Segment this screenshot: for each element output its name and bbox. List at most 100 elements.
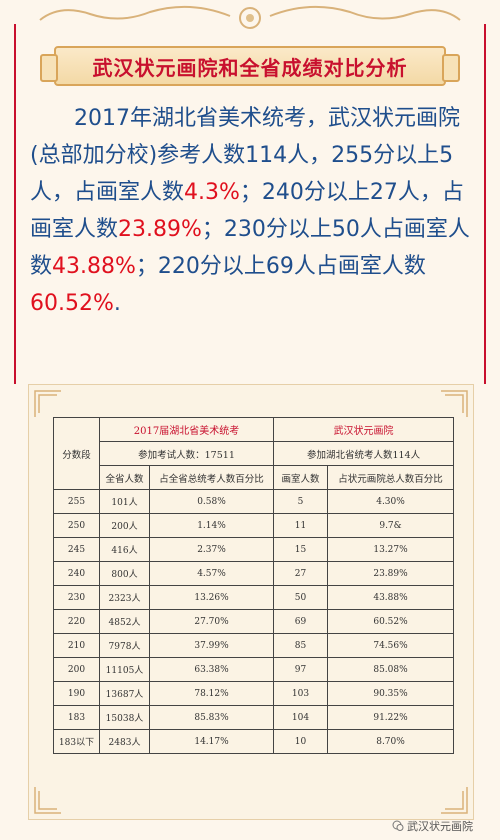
table-cell: 27 [273, 561, 329, 586]
table-cell: 13.26% [148, 585, 275, 610]
corner-ornament-bl [34, 787, 61, 814]
table-cell: 4.30% [327, 489, 455, 514]
frame-right-line [484, 24, 486, 384]
table-cell: 101人 [99, 489, 150, 514]
segment-header: 分数段 [53, 417, 100, 490]
table-cell: 1.14% [148, 513, 275, 538]
table-cell: 4852人 [99, 609, 150, 634]
table-cell: 85 [273, 633, 329, 658]
table-cell: 15038人 [99, 705, 150, 730]
table-row: 183 15038人 85.83% 104 91.22% [53, 705, 455, 730]
table-cell: 230 [53, 585, 100, 610]
province-group-header: 2017届湖北省美术统考 [98, 417, 275, 442]
table-cell: 10 [273, 729, 329, 754]
table-cell: 245 [53, 537, 100, 562]
table-row: 245 416人 2.37% 15 13.27% [53, 537, 455, 562]
table-cell: 97 [273, 657, 329, 682]
table-cell: 69 [273, 609, 329, 634]
table-cell: 5 [273, 489, 329, 514]
table-cell: 2323人 [99, 585, 150, 610]
summary-paragraph: 2017年湖北省美术统考，武汉状元画院(总部加分校)参考人数114人，255分以… [30, 100, 470, 322]
para-seg: 2017年湖北省美术统考，武汉状元画院(总部加分校)参考人数114人，255分以… [30, 106, 460, 205]
table-cell: 8.70% [327, 729, 455, 754]
table-cell: 240 [53, 561, 100, 586]
table-row: 210 7978人 37.99% 85 74.56% [53, 633, 455, 658]
school-group-header: 武汉状元画院 [273, 417, 455, 442]
table-cell: 9.7& [327, 513, 455, 538]
table-cell: 190 [53, 681, 100, 706]
table-cell: 183 [53, 705, 100, 730]
title-banner: 武汉状元画院和全省成绩对比分析 [40, 46, 460, 86]
table-cell: 27.70% [148, 609, 275, 634]
table-cell: 210 [53, 633, 100, 658]
table-cell: 183以下 [53, 729, 100, 754]
table-row: 200 11105人 63.38% 97 85.08% [53, 657, 455, 682]
table-cell: 15 [273, 537, 329, 562]
wechat-icon [392, 820, 404, 831]
table-row: 220 4852人 27.70% 69 60.52% [53, 609, 455, 634]
column-header: 占全省总统考人数百分比 [148, 465, 275, 490]
table-cell: 74.56% [327, 633, 455, 658]
table-cell: 23.89% [327, 561, 455, 586]
table-cell: 85.08% [327, 657, 455, 682]
score-table: 分数段 2017届湖北省美术统考 武汉状元画院 参加考试人数：17511 参加湖… [53, 417, 455, 754]
column-header: 全省人数 [99, 465, 150, 490]
table-cell: 7978人 [99, 633, 150, 658]
corner-ornament-tr [441, 390, 468, 417]
table-cell: 50 [273, 585, 329, 610]
table-cell: 103 [273, 681, 329, 706]
banner-cap-left [40, 54, 58, 82]
school-sub-header: 参加湖北省统考人数114人 [273, 441, 455, 466]
frame-left-line [14, 24, 16, 384]
table-cell: 60.52% [327, 609, 455, 634]
table-cell: 43.88% [327, 585, 455, 610]
table-cell: 13687人 [99, 681, 150, 706]
province-sub-header: 参加考试人数：17511 [98, 441, 275, 466]
column-header: 占状元画院总人数百分比 [327, 465, 455, 490]
top-ornament [39, 5, 461, 29]
table-cell: 91.22% [327, 705, 455, 730]
table-cell: 11105人 [99, 657, 150, 682]
corner-ornament-br [441, 787, 468, 814]
table-row: 230 2323人 13.26% 50 43.88% [53, 585, 455, 610]
para-highlight: 43.88% [52, 254, 136, 279]
para-seg: ；220分以上69人占画室人数 [135, 254, 426, 279]
table-cell: 2.37% [148, 537, 275, 562]
table-cell: 255 [53, 489, 100, 514]
para-seg: ；240分以上27人，占画室人数 [30, 180, 464, 242]
table-cell: 200人 [99, 513, 150, 538]
table-cell: 220 [53, 609, 100, 634]
table-cell: 14.17% [148, 729, 275, 754]
table-cell: 4.57% [148, 561, 275, 586]
page-title: 武汉状元画院和全省成绩对比分析 [92, 55, 408, 80]
watermark: 武汉状元画院 [392, 818, 473, 834]
table-row: 240 800人 4.57% 27 23.89% [53, 561, 455, 586]
score-table-card: 分数段 2017届湖北省美术统考 武汉状元画院 参加考试人数：17511 参加湖… [28, 384, 474, 820]
para-highlight: 23.89% [118, 217, 202, 242]
table-cell: 63.38% [148, 657, 275, 682]
table-cell: 416人 [99, 537, 150, 562]
table-cell: 250 [53, 513, 100, 538]
table-cell: 0.58% [148, 489, 275, 514]
table-row: 183以下 2483人 14.17% 10 8.70% [53, 729, 455, 754]
table-row: 255 101人 0.58% 5 4.30% [53, 489, 455, 514]
para-seg: ；230分以上50人占画室人数 [30, 217, 470, 279]
table-cell: 11 [273, 513, 329, 538]
table-cell: 800人 [99, 561, 150, 586]
table-cell: 2483人 [99, 729, 150, 754]
table-cell: 200 [53, 657, 100, 682]
column-header: 画室人数 [273, 465, 329, 490]
table-cell: 85.83% [148, 705, 275, 730]
table-cell: 78.12% [148, 681, 275, 706]
table-cell: 37.99% [148, 633, 275, 658]
table-cell: 104 [273, 705, 329, 730]
para-seg: . [113, 291, 121, 316]
table-row: 250 200人 1.14% 11 9.7& [53, 513, 455, 538]
table-row: 190 13687人 78.12% 103 90.35% [53, 681, 455, 706]
banner-cap-right [442, 54, 460, 82]
para-highlight: 60.52% [30, 291, 114, 316]
corner-ornament-tl [34, 390, 61, 417]
table-cell: 13.27% [327, 537, 455, 562]
watermark-text: 武汉状元画院 [407, 820, 473, 833]
table-cell: 90.35% [327, 681, 455, 706]
